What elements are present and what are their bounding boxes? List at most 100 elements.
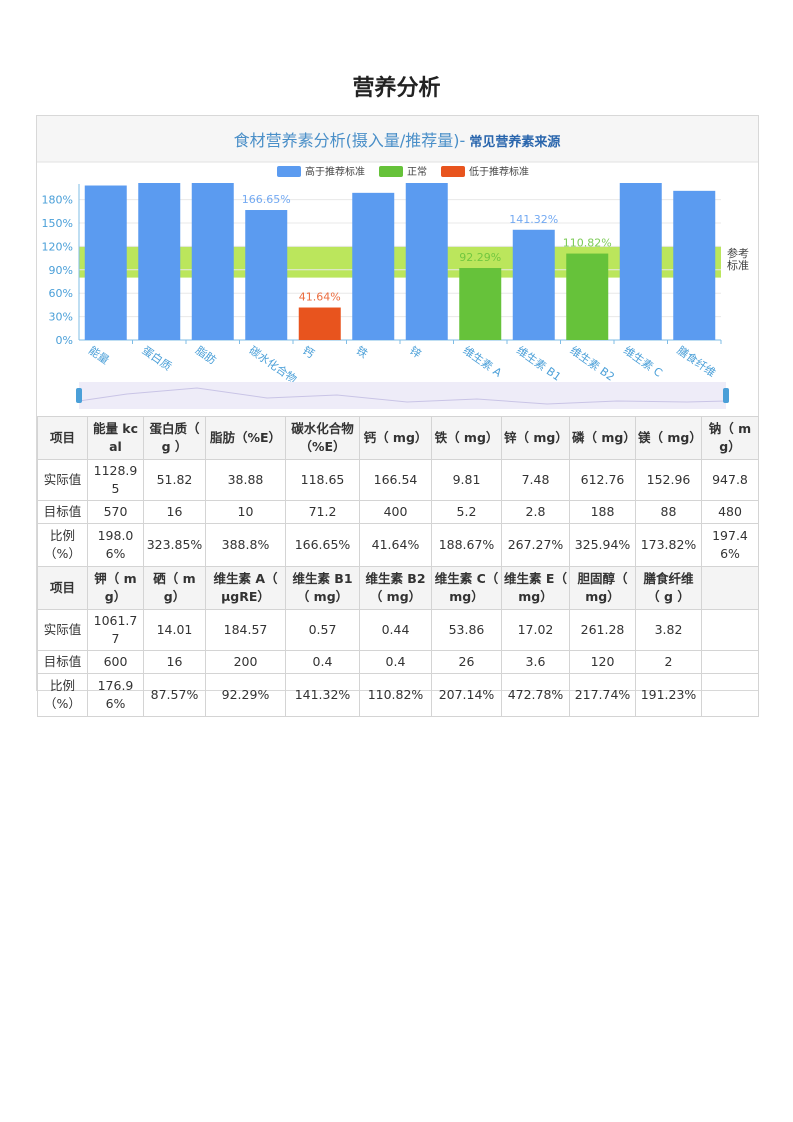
cell <box>701 673 759 717</box>
cell: 120 <box>569 650 636 674</box>
cell: 400 <box>359 500 432 524</box>
cell: 2 <box>635 650 702 674</box>
cell: 2.8 <box>501 500 570 524</box>
zoom-preview <box>78 387 727 405</box>
page-title: 营养分析 <box>352 76 441 101</box>
header-cell: 维生素 B2（ mg） <box>359 566 432 610</box>
chart: 食材营养素分析(摄入量/推荐量)- 常见营养素来源 高于推荐标准 正常 低于推荐标准 0… <box>37 116 758 409</box>
row: 比例（%） 198.06% 323.85% 388.8% 166.65% 41.64% 18… <box>37 523 759 567</box>
header-cell: 钾（ mg） <box>87 566 144 610</box>
cell <box>701 609 759 651</box>
cell: 612.76 <box>569 459 636 501</box>
title: 食材营养素分析(摄入量/推荐量)- <box>234 131 466 150</box>
zoom-handle[interactable] <box>76 388 82 403</box>
cell: 1128.95 <box>87 459 144 501</box>
header-cell: 磷（ mg） <box>569 416 636 460</box>
cell: 152.96 <box>635 459 702 501</box>
data-label: 41.64% <box>299 291 341 304</box>
cell: 16 <box>143 650 206 674</box>
x-tick-label: 锌 <box>407 343 424 361</box>
data-label: 166.65% <box>242 193 291 206</box>
header-cell: 能量 kcal <box>87 416 144 460</box>
cell: 53.86 <box>431 609 502 651</box>
legend-label: 低于推荐标准 <box>469 165 529 178</box>
header-cell: 胆固醇（ mg） <box>569 566 636 610</box>
cell: 16 <box>143 500 206 524</box>
cell: 71.2 <box>285 500 360 524</box>
cell: 217.74% <box>569 673 636 717</box>
cell: 1061.77 <box>87 609 144 651</box>
x-tick-label: 能量 <box>86 343 112 367</box>
bar <box>566 253 609 340</box>
cell: 0.44 <box>359 609 432 651</box>
legend-swatch <box>441 166 465 177</box>
bar <box>84 185 127 340</box>
cell: 166.54 <box>359 459 432 501</box>
cell: 41.64% <box>359 523 432 567</box>
row: 实际值 1128.95 51.82 38.88 118.65 166.54 9.81 7.48… <box>37 459 759 501</box>
cell: 比例（%） <box>37 523 88 567</box>
bar <box>298 307 341 340</box>
bar <box>352 192 395 340</box>
cell: 10 <box>205 500 286 524</box>
cell: 570 <box>87 500 144 524</box>
cell: 176.96% <box>87 673 144 717</box>
cell: 87.57% <box>143 673 206 717</box>
x-tick-label: 维生素 B1 <box>514 343 564 384</box>
x-tick-label: 钙 <box>300 343 317 361</box>
cell: 14.01 <box>143 609 206 651</box>
row: 目标值 600 16 200 0.4 0.4 26 3.6 120 2 <box>37 650 759 674</box>
zoom-handle[interactable] <box>723 388 729 403</box>
chart-header <box>37 116 758 162</box>
header-cell: 项目 <box>37 416 88 460</box>
bar <box>512 229 555 340</box>
subtitle: 常见营养素来源 <box>469 134 560 150</box>
cell: 51.82 <box>143 459 206 501</box>
bar <box>619 183 662 340</box>
cell: 目标值 <box>37 500 88 524</box>
cell: 92.29% <box>205 673 286 717</box>
legend-swatch <box>277 166 301 177</box>
y-tick-label: 90% <box>49 264 73 277</box>
y-tick-label: 30% <box>49 311 73 324</box>
legend-label: 高于推荐标准 <box>305 165 365 178</box>
header-cell: 维生素 E（ mg） <box>501 566 570 610</box>
cell: 191.23% <box>635 673 702 717</box>
cell: 比例（%） <box>37 673 88 717</box>
bar <box>459 268 502 340</box>
chart-title: 食材营养素分析(摄入量/推荐量)- 常见营养素来源 <box>234 131 561 150</box>
y-tick-label: 150% <box>42 217 73 230</box>
cell: 323.85% <box>143 523 206 567</box>
cell: 3.82 <box>635 609 702 651</box>
cell: 480 <box>701 500 759 524</box>
cell: 110.82% <box>359 673 432 717</box>
bar <box>138 183 181 340</box>
cell: 166.65% <box>285 523 360 567</box>
cell: 实际值 <box>37 609 88 651</box>
header-cell <box>701 566 759 610</box>
legend-swatch <box>379 166 403 177</box>
report-box: 食材营养素分析(摄入量/推荐量)- 常见营养素来源 高于推荐标准 正常 低于推荐标准 0… <box>36 115 759 717</box>
header-cell: 蛋白质（ g ） <box>143 416 206 460</box>
cell: 200 <box>205 650 286 674</box>
header-cell: 项目 <box>37 566 88 610</box>
cell: 0.4 <box>359 650 432 674</box>
x-tick-label: 维生素 C <box>621 343 665 380</box>
header-cell: 硒（ mg） <box>143 566 206 610</box>
header-cell: 脂肪（%E） <box>205 416 286 460</box>
nutrient-table: 项目 能量 kcal 蛋白质（ g ）脂肪（%E） 碳水化合物（%E） 钙（ mg） 铁（… <box>37 416 759 717</box>
bars <box>84 183 716 341</box>
x-tick-label: 膳食纤维 <box>675 343 719 380</box>
data-zoom[interactable] <box>76 382 729 409</box>
cell: 17.02 <box>501 609 570 651</box>
x-tick-label: 维生素 B2 <box>568 343 618 384</box>
row: 目标值 570 16 10 71.2 400 5.2 2.8 188 88 480 <box>37 500 759 524</box>
cell: 325.94% <box>569 523 636 567</box>
y-tick-label: 120% <box>42 240 73 253</box>
x-tick-label: 维生素 A <box>461 343 505 380</box>
cell: 173.82% <box>635 523 702 567</box>
header-row: 项目 钾（ mg） 硒（ mg） 维生素 A（ μgRE） 维生素 B1（ mg） 维生素… <box>37 566 759 610</box>
bar <box>245 210 288 340</box>
header-cell: 铁（ mg） <box>431 416 502 460</box>
